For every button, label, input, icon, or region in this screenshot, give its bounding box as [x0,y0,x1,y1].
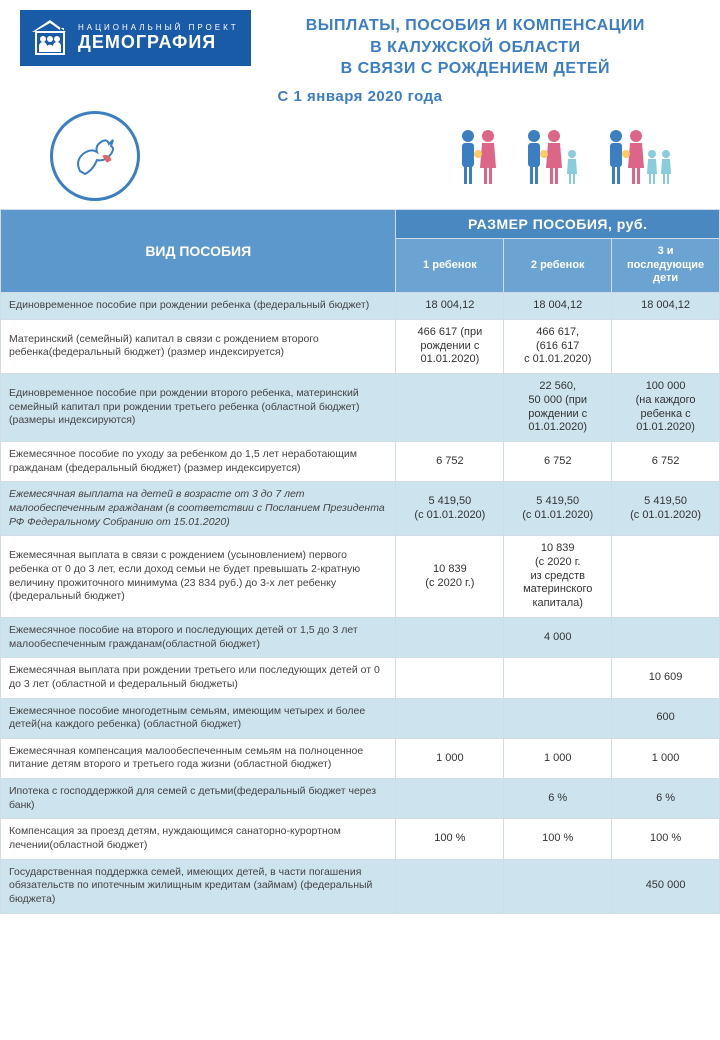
row-desc: Ежемесячное пособие на второго и последу… [1,617,396,657]
table-row: Ежемесячное пособие на второго и последу… [1,617,720,657]
row-value [396,698,504,738]
th-sub-3: 3 и последующие дети [612,238,720,292]
row-value [612,319,720,373]
row-value [612,536,720,618]
stork-icon [50,111,140,201]
th-sub-1: 1 ребенок [396,238,504,292]
row-value: 10 609 [612,658,720,698]
row-value [396,374,504,442]
table-row: Ежемесячная выплата в связи с рождением … [1,536,720,618]
row-value [396,779,504,819]
title-line-1: ВЫПЛАТЫ, ПОСОБИЯ И КОМПЕНСАЦИИ [261,15,690,37]
house-people-icon [30,18,70,58]
page-subtitle: С 1 января 2020 года [0,88,720,105]
row-value [504,859,612,913]
benefits-table: ВИД ПОСОБИЯ РАЗМЕР ПОСОБИЯ, руб. 1 ребен… [0,209,720,914]
table-row: Компенсация за проезд детям, нуждающимся… [1,819,720,859]
table-row: Государственная поддержка семей, имеющих… [1,859,720,913]
row-value: 22 560, 50 000 (при рождении с 01.01.202… [504,374,612,442]
th-sub-2: 2 ребенок [504,238,612,292]
row-value: 10 839 (с 2020 г. из средств материнског… [504,536,612,618]
page-title: ВЫПЛАТЫ, ПОСОБИЯ И КОМПЕНСАЦИИ В КАЛУЖСК… [251,10,700,80]
row-value: 100 % [504,819,612,859]
row-value: 450 000 [612,859,720,913]
row-value [504,658,612,698]
row-desc: Материнский (семейный) капитал в связи с… [1,319,396,373]
row-value: 18 004,12 [612,293,720,320]
row-value: 600 [612,698,720,738]
row-value: 1 000 [504,738,612,778]
logo-block: НАЦИОНАЛЬНЫЙ ПРОЕКТ ДЕМОГРАФИЯ [20,10,251,66]
table-row: Единовременное пособие при рождении втор… [1,374,720,442]
row-value [396,617,504,657]
row-desc: Государственная поддержка семей, имеющих… [1,859,396,913]
table-row: Ипотека с господдержкой для семей с деть… [1,779,720,819]
row-desc: Ежемесячное пособие по уходу за ребенком… [1,442,396,482]
row-value: 5 419,50 (с 01.01.2020) [612,482,720,536]
row-value: 10 839 (с 2020 г.) [396,536,504,618]
row-value: 5 419,50 (с 01.01.2020) [396,482,504,536]
table-row: Ежемесячная выплата при рождении третьег… [1,658,720,698]
row-desc: Единовременное пособие при рождении втор… [1,374,396,442]
title-line-2: В КАЛУЖСКОЙ ОБЛАСТИ [261,37,690,59]
logo-subtitle: НАЦИОНАЛЬНЫЙ ПРОЕКТ [78,23,239,32]
row-value [504,698,612,738]
row-value: 18 004,12 [396,293,504,320]
row-desc: Ежемесячная компенсация малообеспеченным… [1,738,396,778]
row-value: 4 000 [504,617,612,657]
row-value: 6 % [612,779,720,819]
family-icons [140,126,690,186]
row-value [396,658,504,698]
th-type: ВИД ПОСОБИЯ [1,209,396,292]
row-value: 466 617, (616 617 с 01.01.2020) [504,319,612,373]
table-row: Ежемесячная выплата на детей в возрасте … [1,482,720,536]
row-desc: Ежемесячная выплата на детей в возрасте … [1,482,396,536]
row-desc: Ежемесячное пособие многодетным семьям, … [1,698,396,738]
row-value [396,859,504,913]
row-value: 466 617 (при рождении с 01.01.2020) [396,319,504,373]
row-value [612,617,720,657]
row-desc: Ипотека с господдержкой для семей с деть… [1,779,396,819]
table-row: Ежемесячное пособие многодетным семьям, … [1,698,720,738]
th-size: РАЗМЕР ПОСОБИЯ, руб. [396,209,720,238]
row-value: 100 % [612,819,720,859]
row-value: 6 752 [612,442,720,482]
row-value: 100 000 (на каждого ребенка с 01.01.2020… [612,374,720,442]
row-value: 5 419,50 (с 01.01.2020) [504,482,612,536]
title-line-3: В СВЯЗИ С РОЖДЕНИЕМ ДЕТЕЙ [261,58,690,80]
logo-title: ДЕМОГРАФИЯ [78,32,239,53]
row-desc: Единовременное пособие при рождении ребе… [1,293,396,320]
table-row: Материнский (семейный) капитал в связи с… [1,319,720,373]
row-value: 1 000 [396,738,504,778]
table-row: Ежемесячная компенсация малообеспеченным… [1,738,720,778]
row-value: 1 000 [612,738,720,778]
row-desc: Ежемесячная выплата в связи с рождением … [1,536,396,618]
table-row: Единовременное пособие при рождении ребе… [1,293,720,320]
row-value: 6 % [504,779,612,819]
table-row: Ежемесячное пособие по уходу за ребенком… [1,442,720,482]
row-value: 100 % [396,819,504,859]
row-desc: Ежемесячная выплата при рождении третьег… [1,658,396,698]
row-desc: Компенсация за проезд детям, нуждающимся… [1,819,396,859]
row-value: 6 752 [504,442,612,482]
row-value: 18 004,12 [504,293,612,320]
row-value: 6 752 [396,442,504,482]
